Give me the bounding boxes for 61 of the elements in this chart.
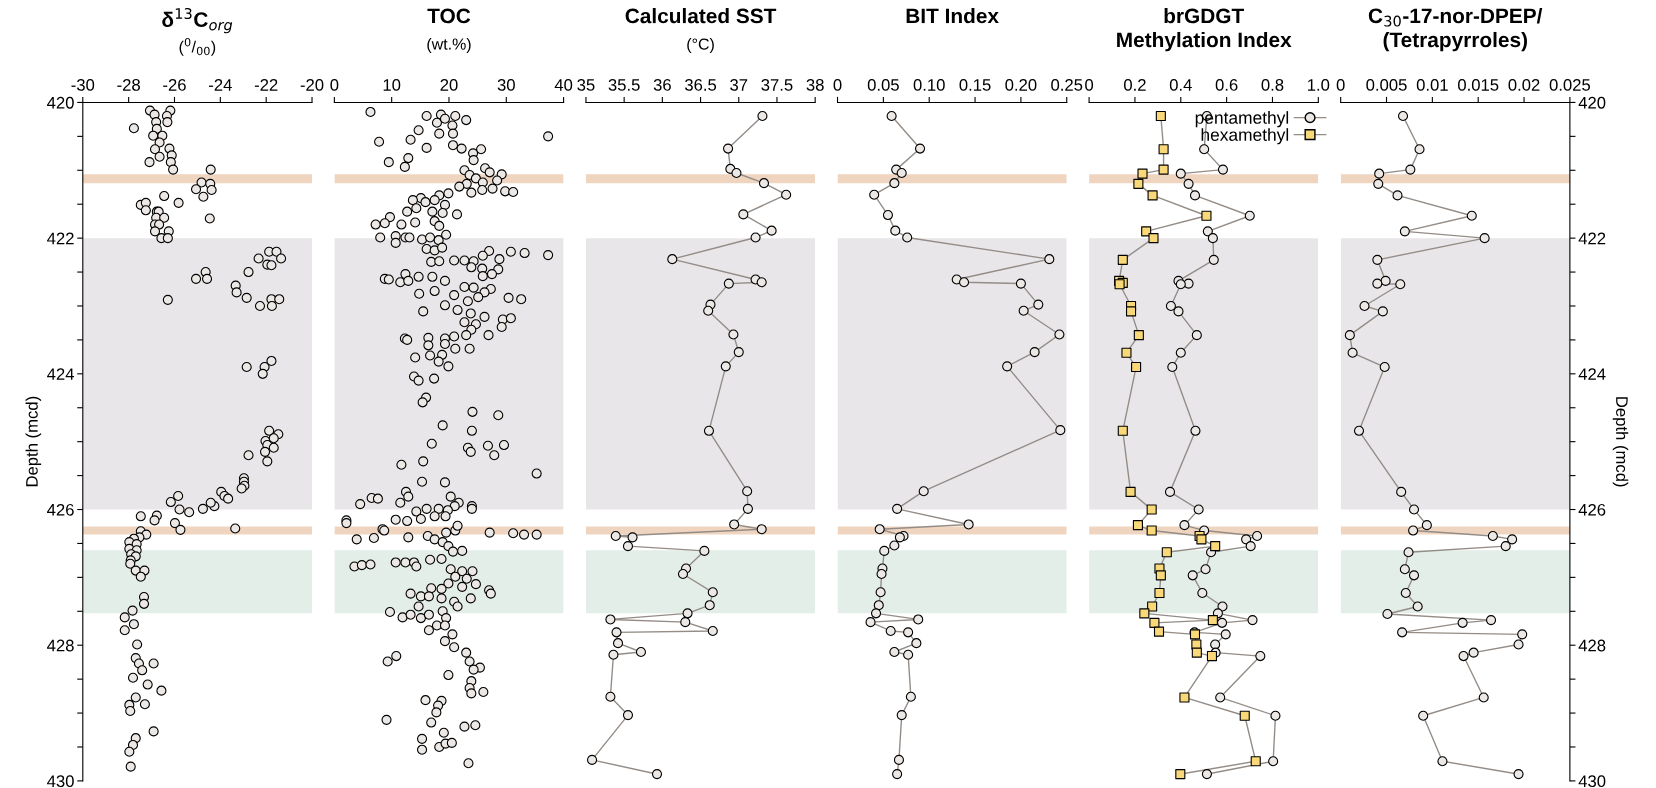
legend-label: pentamethyl <box>1195 111 1289 128</box>
y-tick-label: 430 <box>47 775 74 788</box>
y-axis-title: Depth (mcd) <box>25 396 42 487</box>
chart-subtitle: ($^{0}$/$_{00}$) <box>179 38 216 56</box>
y-tick-label: 426 <box>47 503 74 516</box>
x-tick-label: 0 <box>1336 79 1345 91</box>
y-tick-label: 422 <box>47 232 74 245</box>
x-tick-label: 0.20 <box>1005 79 1037 91</box>
x-tick-label: 0 <box>1085 79 1094 91</box>
x-tick-label: 36 <box>653 79 671 91</box>
x-tick-label: -28 <box>117 79 140 91</box>
x-tick-label: -26 <box>163 79 186 91</box>
x-tick-label: 40 <box>554 79 573 91</box>
x-tick-label: -30 <box>71 79 95 91</box>
y-tick-label: 420 <box>47 96 74 109</box>
x-tick-label: 0 <box>833 79 842 91</box>
chart-subtitle: (°C) <box>687 38 714 53</box>
x-tick-label: 37 <box>730 79 748 91</box>
chart-title: brGDGT Methylation Index <box>1117 8 1292 52</box>
x-tick-label: 0.2 <box>1124 79 1146 91</box>
x-tick-label: 37.5 <box>761 79 793 91</box>
x-tick-label: 0.25 <box>1051 79 1083 91</box>
chart-title: Calculated SST <box>625 8 777 24</box>
x-tick-label: 35.5 <box>608 79 640 91</box>
legend-label: hexamethyl <box>1201 128 1289 145</box>
y-tick-label: 428 <box>47 639 74 652</box>
x-tick-label: 0.01 <box>1416 79 1448 91</box>
chart-subtitle: (wt.%) <box>427 38 471 53</box>
x-tick-label: 36.5 <box>684 79 717 91</box>
chart-title: TOC <box>427 8 471 24</box>
x-tick-label: 20 <box>440 79 458 91</box>
y-tick-label: 428 <box>1578 639 1606 652</box>
y-tick-label: 424 <box>1578 368 1606 380</box>
x-tick-label: -20 <box>300 79 324 91</box>
x-tick-label: 0.6 <box>1215 79 1238 91</box>
y-tick-label: 420 <box>1578 96 1606 109</box>
x-tick-label: 1.0 <box>1308 79 1330 91</box>
x-tick-label: -22 <box>254 79 278 91</box>
chart-title: BIT Index <box>906 8 999 24</box>
y-tick-label: 422 <box>1578 232 1606 245</box>
x-tick-label: 0.005 <box>1366 79 1407 91</box>
x-tick-label: 0.10 <box>913 79 945 91</box>
x-tick-label: 0.4 <box>1169 79 1192 91</box>
x-tick-label: 0.015 <box>1458 79 1499 91</box>
y-axis-title: Depth (mcd) <box>1612 397 1629 487</box>
x-tick-label: -24 <box>209 79 232 91</box>
x-tick-label: 38 <box>806 79 824 91</box>
chart-title: δ$^{13}$C$_{org}$ <box>162 8 233 34</box>
x-tick-label: 10 <box>383 79 401 91</box>
x-tick-label: 0 <box>330 79 339 91</box>
y-tick-label: 424 <box>47 368 74 380</box>
x-tick-label: 0.05 <box>867 79 899 91</box>
x-tick-label: 0.15 <box>959 79 991 91</box>
x-tick-label: 0.025 <box>1549 79 1591 91</box>
y-tick-label: 426 <box>1578 503 1606 516</box>
x-tick-label: 0.02 <box>1508 79 1540 91</box>
x-tick-label: 30 <box>497 79 515 91</box>
y-tick-label: 430 <box>1578 775 1606 788</box>
chart-title: C$_{30}$-17-nor-DPEP/ (Tetrapyrroles) <box>1368 7 1543 52</box>
x-tick-label: 0.8 <box>1261 79 1284 91</box>
x-tick-label: 35 <box>577 79 595 91</box>
